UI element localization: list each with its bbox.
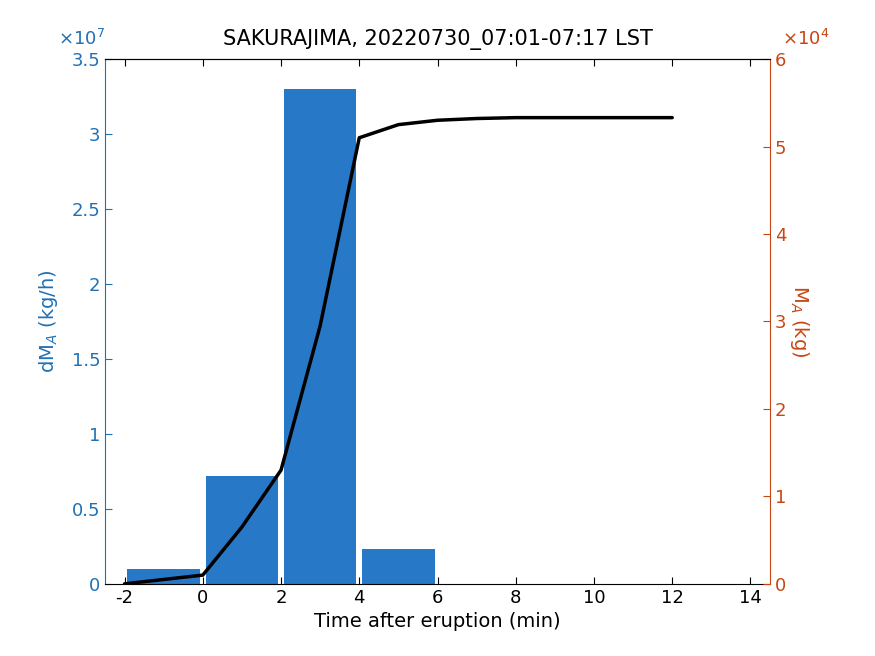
X-axis label: Time after eruption (min): Time after eruption (min) [314,612,561,631]
Y-axis label: dM$_{A}$ (kg/h): dM$_{A}$ (kg/h) [38,270,60,373]
Bar [206,476,278,584]
Text: ×10$^{7}$: ×10$^{7}$ [59,28,106,49]
Bar [362,549,435,584]
Text: ×10$^{4}$: ×10$^{4}$ [782,28,830,49]
Bar [128,569,200,584]
Title: SAKURAJIMA, 20220730_07:01-07:17 LST: SAKURAJIMA, 20220730_07:01-07:17 LST [222,29,653,50]
Bar [284,89,356,584]
Y-axis label: M$_{A}$ (kg): M$_{A}$ (kg) [788,285,811,358]
